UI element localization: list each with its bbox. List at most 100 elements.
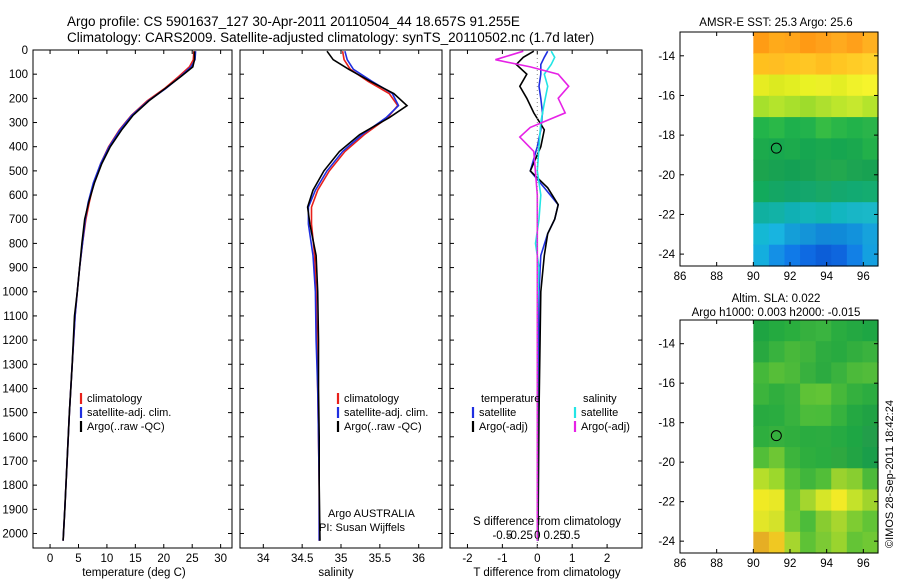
sla_map-cell <box>815 341 832 363</box>
sst_map-argo-marker <box>770 142 782 154</box>
sst_map-cell <box>800 95 817 118</box>
sst_map-cell <box>800 223 817 246</box>
sst_map-ytick-label: -14 <box>658 51 675 63</box>
sst_map-xtick-label: 96 <box>857 271 870 283</box>
sst_map-cell <box>846 117 864 139</box>
sla_map-xtick-label: 92 <box>784 558 797 570</box>
sla_map-cell <box>815 531 832 554</box>
temperature-ytick-label: 1500 <box>2 408 28 420</box>
sla_map-cell <box>846 531 864 554</box>
sla_map-cell <box>768 468 786 491</box>
difference-xtick-label: 2 <box>604 553 610 565</box>
sst_map-cell <box>800 202 817 225</box>
sla_map-cell <box>800 425 817 448</box>
sst_map-cell <box>815 74 832 97</box>
temperature-ytick-label: 0 <box>22 45 28 57</box>
temperature-ytick-label: 1200 <box>2 335 28 347</box>
difference-temperature-legend-label: satellite <box>479 407 516 419</box>
sst-map-panel: 86 88 90 92 94 96 -14 -16 -18 -20 -22 -24 <box>658 31 879 283</box>
sla_map-cell <box>784 531 801 554</box>
difference-xtick-label: 1 <box>569 553 575 565</box>
sla_map-cell <box>784 383 801 406</box>
temperature-ytick-label: 100 <box>9 69 28 81</box>
sst_map-cell <box>784 53 801 76</box>
sla_map-cell <box>800 341 817 363</box>
sst_map-cell <box>800 53 817 76</box>
sst_map-cell <box>800 117 817 139</box>
difference-legend-salinity-heading: salinity <box>583 393 617 405</box>
temperature-xtick-label: 5 <box>75 553 81 565</box>
sla_map-cell <box>800 489 817 512</box>
sst_map-cell <box>753 244 770 267</box>
argo-pi-annotation: PI: Susan Wijffels <box>319 522 405 534</box>
sla_map-cell <box>753 425 770 448</box>
sla_map-cell <box>784 510 801 533</box>
sla_map-cell <box>846 447 864 469</box>
sla_map-cell <box>768 320 786 342</box>
sla_map-cell <box>846 510 864 533</box>
salinity-xlabel: salinity <box>318 567 353 579</box>
sst_map-cell <box>784 138 801 161</box>
sst_map-cell <box>753 202 770 225</box>
sst_map-cell <box>862 53 879 76</box>
sla_map-cell <box>753 341 770 363</box>
sla_map-xtick-label: 90 <box>747 558 760 570</box>
sla_map-cell <box>831 341 848 363</box>
sla_map-cell <box>800 383 817 406</box>
sst_map-cell <box>815 180 832 203</box>
sst_map-cell <box>784 223 801 246</box>
salinity-diff-tick-label: 0 <box>534 530 540 542</box>
temperature-xtick-label: 10 <box>101 553 114 565</box>
salinity-diff-tick-label: 0.25 <box>544 530 566 542</box>
difference-xlabel-top: S difference from climatology <box>473 516 621 528</box>
sla_map-cell <box>815 320 832 342</box>
temperature-series-climatology <box>62 51 195 541</box>
difference-xtick-label: 0 <box>534 553 540 565</box>
temperature-ytick-label: 300 <box>9 118 28 130</box>
sst_map-xtick-label: 86 <box>674 271 687 283</box>
sla_map-cell <box>800 320 817 342</box>
sla_map-cell <box>784 468 801 491</box>
temperature-xtick-label: 25 <box>186 553 199 565</box>
sst_map-xtick-label: 94 <box>820 271 833 283</box>
sst_map-cell <box>753 32 770 54</box>
sla_map-cell <box>862 447 879 469</box>
sla_map-cell <box>768 531 786 554</box>
sla_map-cell <box>846 362 864 385</box>
sst_map-cell <box>862 74 879 97</box>
sst_map-cell <box>846 53 864 76</box>
sla_map-cell <box>846 468 864 491</box>
sla_map-cell <box>800 362 817 385</box>
sla_map-frame <box>679 319 879 554</box>
sst_map-cell <box>768 202 786 225</box>
sla-map-title: Altim. SLA: 0.022 <box>732 293 821 305</box>
sla_map-cell <box>800 404 817 427</box>
sst_map-cell <box>768 117 786 139</box>
sst_map-cell <box>768 180 786 203</box>
sla_map-cell <box>753 383 770 406</box>
sla_map-cell <box>815 447 832 469</box>
sla_map-cell <box>862 510 879 533</box>
sst_map-cell <box>784 32 801 54</box>
salinity-xtick-label: 34 <box>257 553 270 565</box>
sla_map-cell <box>862 531 879 554</box>
sla_map-xtick-label: 88 <box>710 558 723 570</box>
sla_map-cell <box>753 320 770 342</box>
sla_map-ytick-label: -24 <box>658 536 675 548</box>
sst_map-cell <box>831 53 848 76</box>
sla_map-cell <box>784 425 801 448</box>
salinity-legend-label: climatology <box>344 393 400 405</box>
sst_map-cell <box>862 244 879 267</box>
temperature-ytick-label: 1600 <box>2 432 28 444</box>
sst_map-cell <box>768 53 786 76</box>
sla_map-ytick-label: -14 <box>658 339 675 351</box>
sst_map-cell <box>784 95 801 118</box>
salinity-xtick-label: 34.5 <box>291 553 313 565</box>
sla_map-cell <box>768 447 786 469</box>
difference-series-salinity-argo-adj- <box>495 50 570 541</box>
difference-xtick-label: -1 <box>497 553 507 565</box>
sla_map-cell <box>831 404 848 427</box>
difference-xtick-label: -2 <box>462 553 472 565</box>
sst_map-cell <box>862 202 879 225</box>
salinity-series-satellite-adj-clim- <box>307 50 400 541</box>
